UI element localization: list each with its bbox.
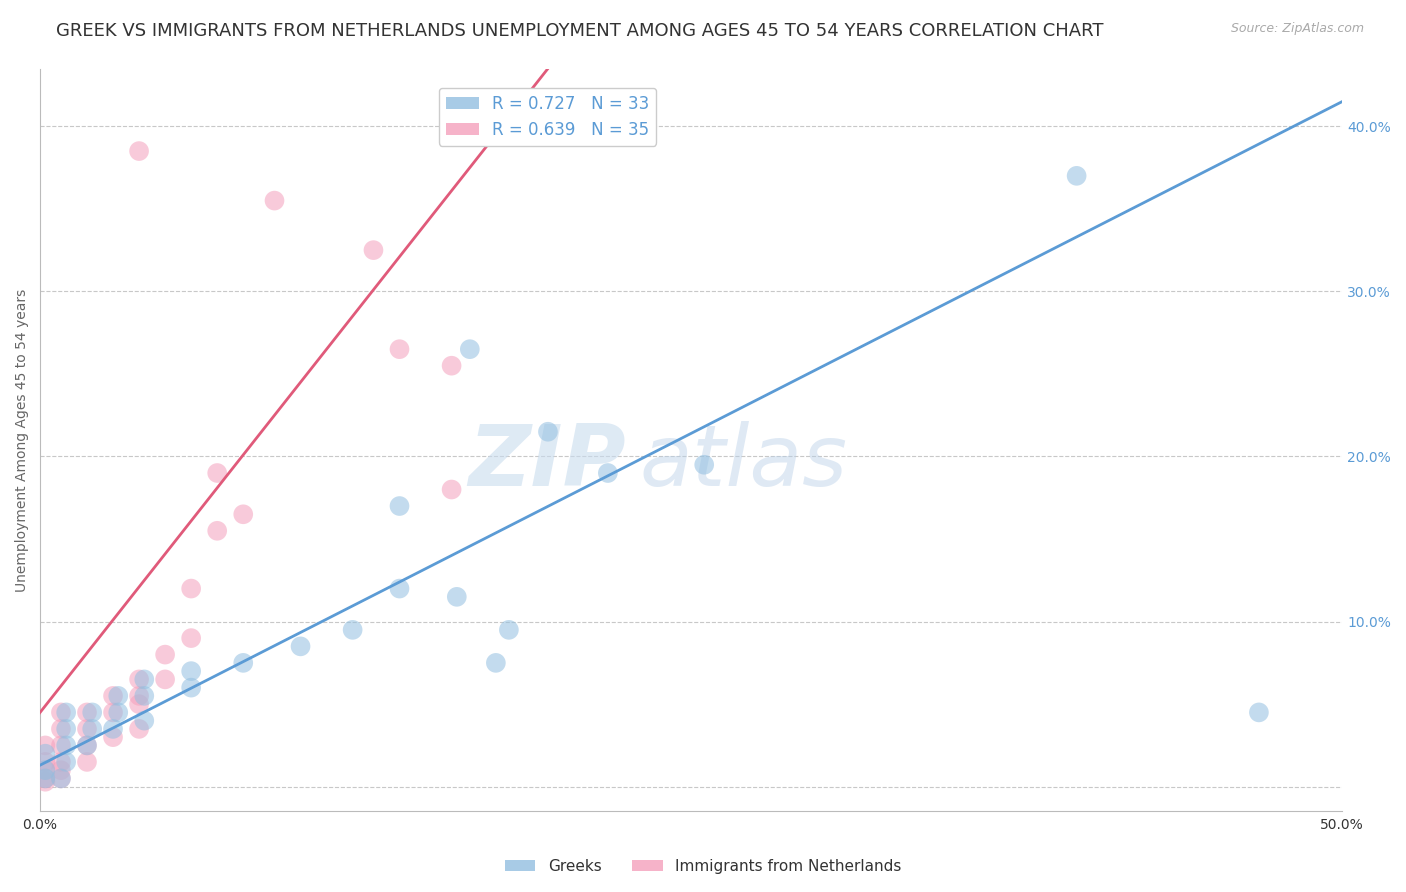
Point <box>363 243 385 257</box>
Point <box>596 466 619 480</box>
Legend: R = 0.727   N = 33, R = 0.639   N = 35: R = 0.727 N = 33, R = 0.639 N = 35 <box>439 88 657 145</box>
Point <box>49 755 72 769</box>
Point <box>49 772 72 786</box>
Point <box>180 664 202 678</box>
Point <box>1066 169 1088 183</box>
Point <box>49 706 72 720</box>
Point <box>34 747 56 761</box>
Point <box>134 673 156 687</box>
Point <box>55 706 77 720</box>
Point <box>82 722 104 736</box>
Legend: Greeks, Immigrants from Netherlands: Greeks, Immigrants from Netherlands <box>499 853 907 880</box>
Point <box>34 763 56 777</box>
Point <box>49 722 72 736</box>
Text: Source: ZipAtlas.com: Source: ZipAtlas.com <box>1230 22 1364 36</box>
Point <box>76 722 98 736</box>
Point <box>34 772 56 786</box>
Point <box>134 714 156 728</box>
Point <box>128 673 150 687</box>
Point <box>49 739 72 753</box>
Point <box>34 772 56 786</box>
Point <box>263 194 285 208</box>
Point <box>205 466 228 480</box>
Point <box>34 755 56 769</box>
Point <box>1247 706 1270 720</box>
Point <box>458 342 481 356</box>
Point <box>205 524 228 538</box>
Point <box>107 689 129 703</box>
Point <box>537 425 560 439</box>
Point <box>153 673 176 687</box>
Point <box>290 640 312 654</box>
Point <box>34 763 56 777</box>
Point <box>498 623 520 637</box>
Point <box>34 774 56 789</box>
Point <box>101 706 124 720</box>
Point <box>101 689 124 703</box>
Point <box>101 730 124 744</box>
Point <box>76 706 98 720</box>
Point <box>134 689 156 703</box>
Y-axis label: Unemployment Among Ages 45 to 54 years: Unemployment Among Ages 45 to 54 years <box>15 288 30 591</box>
Point <box>128 689 150 703</box>
Point <box>49 763 72 777</box>
Point <box>55 739 77 753</box>
Point <box>693 458 716 472</box>
Text: ZIP: ZIP <box>468 421 626 504</box>
Point <box>388 582 411 596</box>
Point <box>128 144 150 158</box>
Point <box>388 342 411 356</box>
Point <box>107 706 129 720</box>
Point <box>388 499 411 513</box>
Text: GREEK VS IMMIGRANTS FROM NETHERLANDS UNEMPLOYMENT AMONG AGES 45 TO 54 YEARS CORR: GREEK VS IMMIGRANTS FROM NETHERLANDS UNE… <box>56 22 1104 40</box>
Point <box>153 648 176 662</box>
Point <box>180 631 202 645</box>
Point <box>76 739 98 753</box>
Point <box>180 681 202 695</box>
Point <box>232 508 254 522</box>
Point <box>55 722 77 736</box>
Point <box>128 722 150 736</box>
Point <box>342 623 364 637</box>
Point <box>232 656 254 670</box>
Point <box>49 772 72 786</box>
Point <box>82 706 104 720</box>
Point <box>440 359 463 373</box>
Point <box>128 697 150 711</box>
Text: atlas: atlas <box>640 421 846 504</box>
Point <box>446 590 468 604</box>
Point <box>34 739 56 753</box>
Point <box>76 739 98 753</box>
Point <box>180 582 202 596</box>
Point <box>101 722 124 736</box>
Point <box>485 656 508 670</box>
Point <box>55 755 77 769</box>
Point <box>76 755 98 769</box>
Point <box>440 483 463 497</box>
